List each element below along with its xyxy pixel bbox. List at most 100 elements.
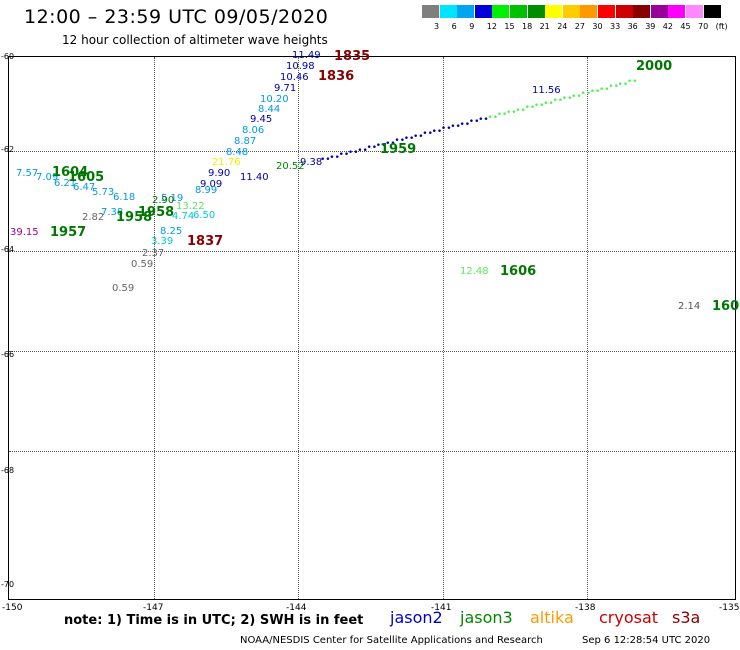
- wave-height-label: 8.99: [195, 185, 218, 196]
- wave-height-label: 10.98: [286, 61, 315, 72]
- legend-swatch: [703, 5, 721, 18]
- lat-label: -68: [1, 466, 15, 475]
- wave-height-label: 0.59: [112, 283, 135, 294]
- legend-tick: 30: [592, 22, 603, 31]
- satellite-legend-jason3: jason3: [460, 608, 513, 627]
- legend-swatch: [457, 5, 475, 18]
- track-glyph: ••: [338, 150, 350, 161]
- legend-tick: 36: [627, 22, 638, 31]
- legend-swatch: [422, 5, 439, 18]
- legend-tick: 24: [557, 22, 568, 31]
- wave-height-label: 13.22: [176, 201, 205, 212]
- track-glyph: ••: [608, 82, 619, 93]
- legend-swatch: [650, 5, 668, 18]
- lon-label: -150: [2, 603, 23, 613]
- track-glyph: ••: [626, 77, 638, 88]
- legend-swatch: [492, 5, 510, 18]
- credit-line: NOAA/NESDIS Center for Satellite Applica…: [240, 635, 543, 646]
- wave-height-label: 39.15: [10, 227, 39, 238]
- track-glyph: ••: [459, 119, 471, 130]
- wave-height-label: 11.49: [292, 50, 321, 61]
- legend-tick: 70: [698, 22, 709, 31]
- satellite-legend-jason2: jason2: [390, 608, 443, 627]
- legend-tick: 18: [522, 22, 533, 31]
- track-glyph: ••: [543, 98, 554, 109]
- map-subtitle: 12 hour collection of altimeter wave hei…: [62, 33, 328, 47]
- gridline-lat: [9, 451, 735, 452]
- wave-height-label: 12.48: [460, 266, 489, 277]
- time-label: 1957: [50, 225, 87, 240]
- wave-height-label: 8.06: [242, 125, 265, 136]
- legend-swatch: [633, 5, 651, 18]
- wave-height-label: 21.76: [212, 157, 241, 168]
- satellite-legend-s3a: s3a: [672, 608, 701, 627]
- generated-timestamp: Sep 6 12:28:54 UTC 2020: [582, 635, 711, 646]
- track-glyph: ••: [589, 86, 601, 97]
- legend-tick: 15: [504, 22, 515, 31]
- legend-swatch: [668, 5, 686, 18]
- wave-height-label: 10.46: [280, 72, 309, 83]
- lat-label: -70: [1, 580, 15, 589]
- wave-height-label: 5.19: [161, 193, 184, 204]
- legend-tick: (ft): [715, 22, 728, 31]
- track-glyph: ••: [468, 117, 480, 128]
- legend-tick: 33: [610, 22, 621, 31]
- track-glyph: ••: [450, 122, 461, 133]
- wave-height-label: 7.09: [36, 172, 59, 183]
- lat-label: -60: [1, 52, 15, 61]
- wave-height-label: 9.71: [274, 83, 297, 94]
- wave-height-label: 0.59: [131, 259, 154, 270]
- gridline-lon: [587, 57, 588, 599]
- track-glyph: ••: [366, 143, 378, 154]
- wave-height-label: 2.14: [678, 301, 701, 312]
- track-glyph: ••: [357, 145, 368, 156]
- track-glyph: ••: [524, 103, 536, 114]
- wave-height-label: 9.38: [300, 157, 323, 168]
- time-label: 1958: [116, 210, 153, 225]
- wave-height-label: 9.90: [208, 168, 231, 179]
- legend-tick: 42: [662, 22, 673, 31]
- track-glyph: ••: [561, 93, 573, 104]
- gridline-lon: [154, 57, 155, 599]
- time-label: 1605: [68, 170, 105, 185]
- legend-swatch: [562, 5, 580, 18]
- wave-height-label: 5.73: [92, 187, 115, 198]
- wave-height-label: 2.90: [152, 195, 175, 206]
- track-glyph: ••: [487, 112, 499, 123]
- legend-swatch: [580, 5, 598, 18]
- wave-height-label: 8.44: [258, 104, 281, 115]
- track-glyph: ••: [375, 140, 387, 151]
- legend-swatch: [474, 5, 492, 18]
- wave-height-label: 8.25: [160, 226, 183, 237]
- legend-swatch: [598, 5, 615, 18]
- map-plot-area: [8, 56, 736, 600]
- time-label: 2000: [636, 59, 673, 74]
- track-glyph: ••: [533, 100, 545, 111]
- wave-height-label: 6.21: [54, 178, 77, 189]
- time-label: 1836: [318, 69, 355, 84]
- gridline-lat: [9, 351, 735, 352]
- track-glyph: ••: [431, 126, 443, 137]
- legend-tick: 39: [645, 22, 656, 31]
- wave-height-label: 11.40: [240, 172, 269, 183]
- track-glyph: ••: [506, 108, 517, 118]
- legend-swatch: [545, 5, 563, 18]
- wave-height-label: 3.39: [151, 236, 174, 247]
- lon-label: -141: [431, 603, 452, 613]
- lon-label: -138: [575, 603, 596, 613]
- wave-height-label: 6.50: [193, 210, 216, 221]
- satellite-legend-altika: altika: [530, 608, 574, 627]
- lon-label: -147: [143, 603, 164, 613]
- map-title: 12:00 – 23:59 UTC 09/05/2020: [24, 6, 329, 28]
- track-glyph: ••: [552, 96, 564, 107]
- wave-height-label: 7.38: [101, 207, 124, 218]
- track-glyph: ••: [580, 89, 592, 100]
- time-label: 1958: [138, 205, 175, 220]
- time-label: 1604: [52, 165, 89, 180]
- track-glyph: ••: [394, 136, 406, 147]
- track-glyph: ••: [385, 138, 396, 149]
- wave-height-label: 6.47: [73, 182, 96, 193]
- gridline-lon: [298, 57, 299, 599]
- wave-height-label: 8.48: [226, 147, 249, 158]
- track-glyph: ••: [329, 152, 340, 163]
